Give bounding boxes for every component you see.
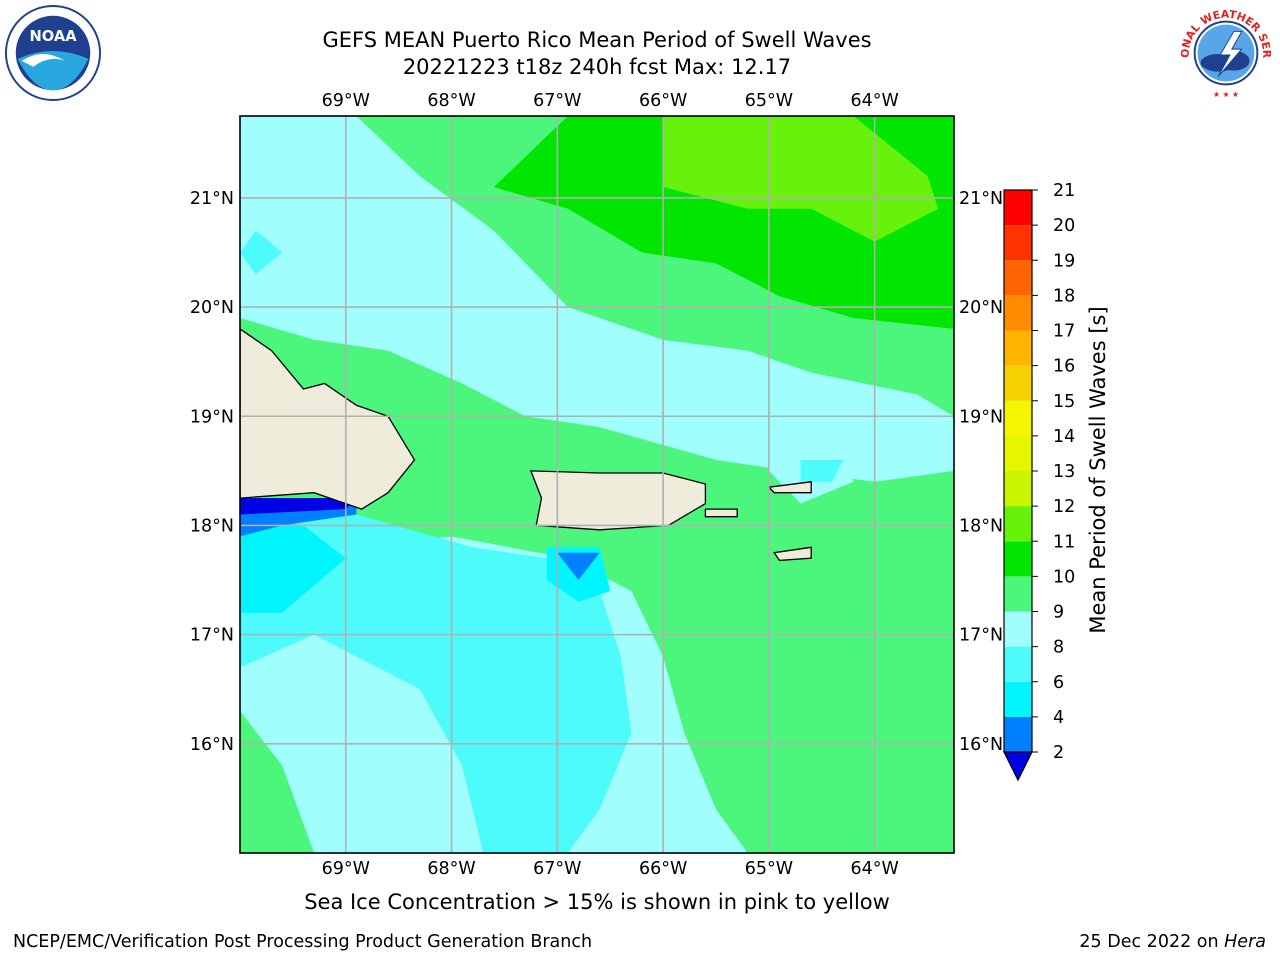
colorbar-segment bbox=[1004, 541, 1032, 577]
contour-region-6 bbox=[240, 514, 346, 613]
land-vieques bbox=[704, 508, 738, 518]
contour-region-13 bbox=[240, 230, 283, 275]
colorbar-segment bbox=[1004, 365, 1032, 401]
lat-label-left: 21°N bbox=[190, 189, 234, 209]
land-hispaniola bbox=[240, 328, 416, 510]
colorbar-label: 19 bbox=[1053, 251, 1075, 271]
colorbar: 2 4 6 8 9 10 11 12 13 14 15 16 17 18 19 20 21 bbox=[1003, 181, 1075, 782]
colorbar-label: 14 bbox=[1053, 427, 1075, 447]
lon-label-bottom: 67°W bbox=[533, 859, 581, 879]
colorbar-segment bbox=[1004, 295, 1032, 331]
colorbar-segment bbox=[1004, 225, 1032, 261]
colorbar-label: 20 bbox=[1053, 216, 1075, 236]
lat-label-right: 20°N bbox=[959, 298, 1003, 318]
lat-label-left: 19°N bbox=[190, 407, 234, 427]
colorbar-label: 4 bbox=[1053, 708, 1064, 728]
colorbar-segment bbox=[1004, 716, 1032, 752]
lon-label-bottom: 64°W bbox=[851, 859, 899, 879]
footer-date: 25 Dec 2022 on Hera bbox=[1079, 932, 1266, 952]
colorbar-label: 8 bbox=[1053, 638, 1064, 658]
lon-label-bottom: 65°W bbox=[745, 859, 793, 879]
footer-host: Hera bbox=[1224, 932, 1266, 952]
colorbar-label: 13 bbox=[1053, 462, 1075, 482]
nws-logo: NATIONAL WEATHER SERVICE ★ ★ ★ bbox=[1177, 4, 1273, 99]
colorbar-label: 15 bbox=[1053, 392, 1075, 412]
noaa-logo-text: NOAA bbox=[29, 28, 77, 45]
colorbar-segment bbox=[1004, 330, 1032, 366]
lon-label-top: 69°W bbox=[322, 91, 370, 111]
colorbar-segment bbox=[1004, 471, 1032, 507]
land-mask bbox=[240, 328, 812, 562]
colorbar-label: 18 bbox=[1053, 286, 1075, 306]
colorbar-label: 10 bbox=[1053, 567, 1075, 587]
lat-label-right: 17°N bbox=[959, 626, 1003, 646]
lon-label-bottom: 69°W bbox=[322, 859, 370, 879]
colorbar-segment bbox=[1004, 646, 1032, 682]
lat-label-left: 16°N bbox=[190, 735, 234, 755]
map-frame bbox=[239, 115, 955, 854]
lon-label-top: 68°W bbox=[427, 91, 475, 111]
colorbar-min-arrow bbox=[1003, 751, 1033, 782]
land-virgin-islands-1 bbox=[767, 481, 812, 494]
contour-region-3 bbox=[240, 116, 954, 482]
noaa-logo: NOAA bbox=[4, 4, 102, 102]
colorbar-segment bbox=[1004, 576, 1032, 612]
colorbar-segment bbox=[1004, 681, 1032, 717]
land-puerto-rico bbox=[529, 470, 707, 531]
lon-label-top: 65°W bbox=[745, 91, 793, 111]
colorbar-label: 6 bbox=[1053, 673, 1064, 693]
footer-credit: NCEP/EMC/Verification Post Processing Pr… bbox=[13, 932, 593, 952]
contour-region-12 bbox=[800, 459, 843, 482]
lon-label-bottom: 68°W bbox=[427, 859, 475, 879]
map-axis-labels: 69°W 69°W 68°W 68°W 67°W 67°W 66°W 66°W 65°W 65°W… bbox=[190, 91, 1003, 879]
contour-region-2 bbox=[663, 116, 939, 242]
colorbar-label: 21 bbox=[1053, 181, 1075, 201]
colorbar-segment bbox=[1004, 190, 1032, 226]
lat-label-right: 21°N bbox=[959, 189, 1003, 209]
colorbar-label: 2 bbox=[1053, 743, 1064, 763]
colorbar-label: 11 bbox=[1053, 532, 1075, 552]
lon-label-top: 67°W bbox=[533, 91, 581, 111]
svg-text:★ ★ ★: ★ ★ ★ bbox=[1213, 90, 1239, 99]
lat-label-right: 19°N bbox=[959, 407, 1003, 427]
map-gridlines bbox=[240, 116, 954, 853]
colorbar-segment bbox=[1004, 435, 1032, 471]
colorbar-segment bbox=[1004, 506, 1032, 542]
land-virgin-islands-2 bbox=[773, 546, 812, 562]
lat-label-left: 18°N bbox=[190, 516, 234, 536]
lon-label-top: 64°W bbox=[851, 91, 899, 111]
contour-region-5 bbox=[240, 514, 632, 853]
page-title: GEFS MEAN Puerto Rico Mean Period of Swe… bbox=[322, 28, 872, 52]
lat-label-left: 20°N bbox=[190, 298, 234, 318]
lat-label-right: 18°N bbox=[959, 516, 1003, 536]
colorbar-label: 9 bbox=[1053, 603, 1064, 623]
contour-region-9 bbox=[557, 552, 600, 580]
lon-label-bottom: 66°W bbox=[639, 859, 687, 879]
lon-label-top: 66°W bbox=[639, 91, 687, 111]
lat-label-left: 17°N bbox=[190, 626, 234, 646]
sea-ice-note: Sea Ice Concentration > 15% is shown in … bbox=[304, 890, 890, 914]
colorbar-segment bbox=[1004, 260, 1032, 296]
contour-region-10 bbox=[240, 498, 357, 515]
colorbar-segment bbox=[1004, 611, 1032, 647]
colorbar-label: 16 bbox=[1053, 357, 1075, 377]
footer-date-text: 25 Dec 2022 on bbox=[1079, 932, 1225, 952]
page-subtitle: 20221223 t18z 240h fcst Max: 12.17 bbox=[402, 55, 792, 79]
lat-label-right: 16°N bbox=[959, 735, 1003, 755]
colorbar-title: Mean Period of Swell Waves [s] bbox=[1086, 306, 1110, 633]
colorbar-segment bbox=[1004, 400, 1032, 436]
colorbar-label: 12 bbox=[1053, 497, 1075, 517]
colorbar-label: 17 bbox=[1053, 322, 1075, 342]
